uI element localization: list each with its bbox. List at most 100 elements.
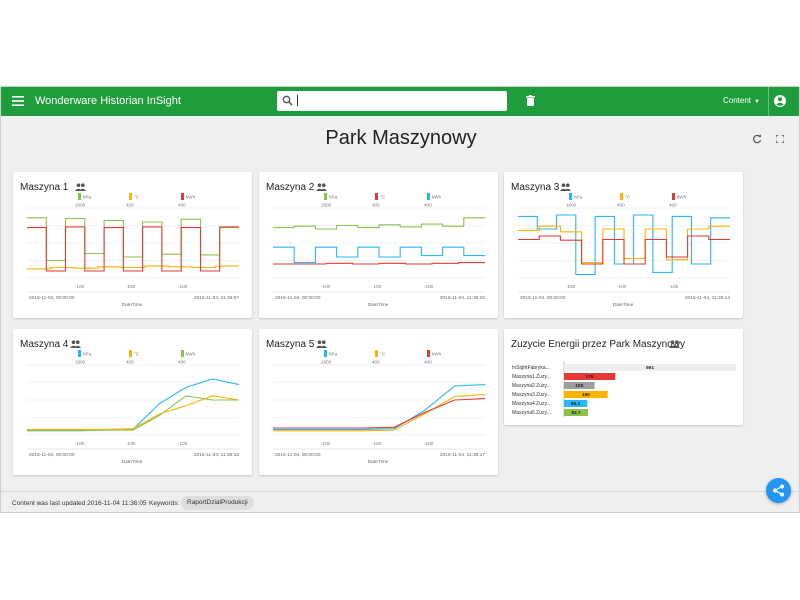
trend-chart: hPa1600-100°C400-100kWh400-1002016-11-04… <box>273 350 486 465</box>
bar <box>564 391 608 398</box>
legend-swatch <box>78 193 81 200</box>
insight-app-window: Wonderware Historian InSight Content ▼ Pa… <box>0 86 800 513</box>
refresh-icon[interactable] <box>752 134 762 144</box>
axis-max-label: 1600 <box>75 360 86 365</box>
search-input[interactable] <box>277 91 507 111</box>
search-caret <box>297 95 298 106</box>
keyword-chip[interactable]: RaportDzialProdukcji <box>181 496 254 510</box>
people-icon[interactable] <box>316 340 327 348</box>
search-icon <box>282 95 293 106</box>
axis-max-label: 1600 <box>75 203 86 208</box>
x-start-label: 2016-11-04, 00:00:00 <box>275 295 321 301</box>
axis-min-label: -100 <box>424 441 434 446</box>
legend-swatch <box>324 193 327 200</box>
legend-unit: kWh <box>186 195 196 200</box>
legend-unit: °C <box>134 352 140 357</box>
axis-max-label: 400 <box>178 203 186 208</box>
series-line-0 <box>27 378 240 431</box>
series-line-1 <box>273 393 486 432</box>
axis-min-label: -100 <box>178 441 188 446</box>
legend-unit: kWh <box>432 195 442 200</box>
axis-max-label: 400 <box>617 203 625 208</box>
menu-icon[interactable] <box>12 96 24 106</box>
axis-min-label: -100 <box>75 441 85 446</box>
x-end-label: 2016-11-04, 11:36:14 <box>685 295 730 301</box>
x-end-label: 2016-11-04, 11:36:10 <box>440 295 485 301</box>
legend-unit: kWh <box>432 352 442 357</box>
x-start-label: 2016-11-04, 00:00:00 <box>29 295 75 301</box>
trend-chart: hPa1600-100°C400-100kWh400-1002016-11-04… <box>27 350 240 465</box>
legend-unit: °C <box>380 195 386 200</box>
legend-unit: hPa <box>83 352 92 357</box>
legend-unit: °C <box>625 195 631 200</box>
legend-swatch <box>375 350 378 357</box>
series-line-2 <box>273 246 485 264</box>
bar-value-label: 150 <box>582 392 590 398</box>
legend-unit: °C <box>380 352 386 357</box>
content-menu-button[interactable]: Content ▼ <box>723 96 760 105</box>
x-axis-title: DateTime <box>613 302 634 308</box>
bar <box>564 409 589 416</box>
axis-min-label: -100 <box>617 284 627 289</box>
people-icon[interactable] <box>560 183 571 191</box>
legend-swatch <box>181 193 184 200</box>
people-icon[interactable] <box>316 183 327 191</box>
trend-chart: hPa1600-100°C400-100kWh400-1002016-11-04… <box>273 193 485 308</box>
x-axis-title: DateTime <box>122 459 143 465</box>
share-button[interactable] <box>766 478 791 503</box>
trash-icon[interactable] <box>526 95 535 106</box>
account-icon[interactable] <box>774 95 786 107</box>
legend-swatch <box>620 193 623 200</box>
legend-swatch <box>569 193 572 200</box>
axis-min-label: -100 <box>424 284 434 289</box>
card-title: Maszyna 2 <box>266 182 315 193</box>
x-axis-title: DateTime <box>368 302 389 308</box>
footer-bar: Content was last updated 2016-11-04 11:3… <box>1 491 799 512</box>
trend-chart: hPa1600-100°C400-100kWh400-1002016-11-04… <box>518 193 730 308</box>
legend-unit: kWh <box>677 195 687 200</box>
axis-max-label: 400 <box>372 360 380 365</box>
people-icon[interactable] <box>669 340 680 348</box>
toolbar-divider <box>768 87 769 116</box>
bar-category-label: Maszyna5.Zuzy... <box>512 410 551 416</box>
chart-card-maszyna-1: Maszyna 1 hPa 1600 -100 °C 400 -100 kWh 400 -100… <box>13 172 252 318</box>
axis-max-label: 400 <box>178 360 186 365</box>
axis-max-label: 400 <box>669 203 677 208</box>
bar-value-label: 176 <box>586 374 594 380</box>
card-title: Zuzycie Energii przez Park Maszynowy <box>511 339 685 350</box>
bar <box>564 364 736 371</box>
axis-min-label: -100 <box>372 441 382 446</box>
chart-card-maszyna-4: Maszyna 4 hPa 1600 -100 °C 400 -100 kWh 400 -100… <box>13 329 252 475</box>
x-axis-title: DateTime <box>368 459 389 465</box>
legend-swatch <box>129 193 132 200</box>
axis-max-label: 1600 <box>321 360 332 365</box>
series-line-1 <box>273 262 485 265</box>
axis-min-label: -100 <box>372 284 382 289</box>
chevron-down-icon: ▼ <box>754 99 760 105</box>
keywords-label: Keywords: <box>149 500 180 507</box>
axis-min-label: -100 <box>321 441 331 446</box>
share-icon <box>773 484 784 497</box>
bar-category-label: Maszyna3.Zuzy... <box>512 392 551 398</box>
axis-min-label: -100 <box>566 284 576 289</box>
bar-category-label: Maszyna1.Zuzy... <box>512 374 551 380</box>
chart-card-maszyna-5: Maszyna 5 hPa 1600 -100 °C 400 -100 kWh 400 -100… <box>259 329 498 475</box>
legend-swatch <box>324 350 327 357</box>
fullscreen-icon[interactable] <box>776 135 784 143</box>
series-line-1 <box>27 265 239 270</box>
top-app-bar: Wonderware Historian InSight Content ▼ <box>1 87 799 116</box>
legend-swatch <box>427 350 430 357</box>
axis-min-label: -100 <box>178 284 188 289</box>
people-icon[interactable] <box>75 183 86 191</box>
series-line-1 <box>27 395 240 430</box>
legend-swatch <box>181 350 184 357</box>
bar-value-label: 80.1 <box>571 401 581 407</box>
x-end-label: 2016-11-04, 11:36:17 <box>440 452 485 458</box>
legend-swatch <box>78 350 81 357</box>
axis-min-label: -100 <box>321 284 331 289</box>
card-title: Maszyna 3 <box>511 182 560 193</box>
people-icon[interactable] <box>70 340 81 348</box>
legend-swatch <box>129 350 132 357</box>
series-line-2 <box>273 398 486 429</box>
chart-card-maszyna-3: Maszyna 3 hPa 1600 -100 °C 400 -100 kWh 400 -100… <box>504 172 743 318</box>
